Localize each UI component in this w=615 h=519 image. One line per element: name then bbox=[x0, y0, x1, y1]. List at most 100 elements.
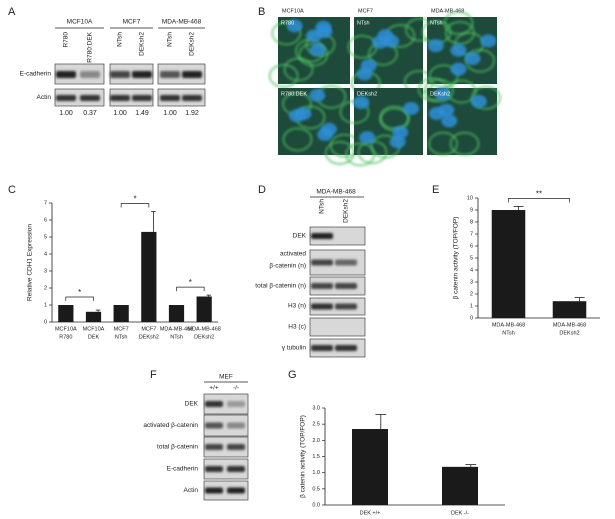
blot-band bbox=[227, 466, 245, 472]
cell-line-label: MCF7 bbox=[123, 19, 141, 26]
cell-membrane bbox=[282, 127, 313, 152]
cell-line-label: MDA-MB-468 bbox=[431, 8, 464, 14]
bar bbox=[85, 311, 102, 322]
x-tick-label: DEKsh2 bbox=[194, 334, 214, 340]
blot-band bbox=[227, 422, 245, 429]
panel-letter: B bbox=[258, 6, 265, 18]
blot-band bbox=[160, 71, 180, 78]
nucleus bbox=[316, 25, 333, 39]
lane-label: R780:DEK bbox=[87, 31, 94, 62]
blot-band bbox=[335, 259, 357, 266]
x-tick-label: MCF7 bbox=[114, 326, 129, 332]
blot-band bbox=[182, 71, 202, 78]
blot-band bbox=[227, 401, 245, 407]
nucleus bbox=[403, 102, 420, 116]
blot-band bbox=[182, 95, 202, 101]
y-tick-label: 0.0 bbox=[312, 502, 320, 508]
blot-box bbox=[203, 480, 249, 501]
blot-box bbox=[203, 458, 249, 480]
y-tick-label: 4 bbox=[44, 251, 47, 257]
nucleus bbox=[353, 95, 370, 109]
bar bbox=[141, 231, 157, 322]
lane-label: DEKsh2 bbox=[139, 32, 146, 56]
blot-band bbox=[132, 71, 152, 78]
axis bbox=[51, 203, 218, 323]
x-tick-label: DEK bbox=[88, 334, 100, 340]
lane-label: DEKsh2 bbox=[189, 32, 196, 56]
row-label: β-catenin (n) bbox=[269, 263, 306, 270]
row-label: H3 (n) bbox=[288, 303, 306, 310]
blot-band bbox=[205, 487, 223, 494]
significance-bracket bbox=[176, 286, 205, 292]
row-label: γ tubulin bbox=[282, 345, 307, 352]
panel-letter: G bbox=[288, 369, 297, 381]
y-tick-label: 1.0 bbox=[312, 470, 320, 476]
blot-box bbox=[157, 63, 206, 85]
x-tick-label: MCF10A bbox=[83, 326, 105, 332]
panel-letter: F bbox=[150, 369, 157, 381]
y-tick-label: 1 bbox=[470, 303, 473, 309]
blot-band bbox=[205, 401, 223, 407]
nucleus bbox=[288, 109, 305, 123]
y-tick-label: 3 bbox=[44, 268, 47, 274]
cell-membrane bbox=[271, 21, 302, 46]
cell-membrane bbox=[283, 57, 314, 82]
x-tick-label: MDA-MB-468 bbox=[160, 326, 193, 332]
y-tick-label: 6 bbox=[44, 217, 47, 223]
y-tick-label: 3 bbox=[470, 279, 473, 285]
x-tick-label: NTsh bbox=[170, 334, 183, 340]
y-axis-label: β catenin activity (TOP/FOP) bbox=[300, 415, 307, 498]
blot-box bbox=[309, 226, 366, 246]
blot-band bbox=[227, 487, 245, 494]
blot-box bbox=[203, 393, 249, 415]
quantification: 1.00 bbox=[163, 110, 177, 117]
significance-label: * bbox=[133, 195, 136, 204]
x-tick-label: MCF7 bbox=[141, 326, 156, 332]
y-tick-label: 0 bbox=[470, 315, 473, 321]
x-tick-label: MDA-MB-468 bbox=[553, 322, 586, 328]
cell-line-label: MEF bbox=[219, 374, 233, 381]
y-tick-label: 7 bbox=[44, 200, 47, 206]
tile-label: DEKsh2 bbox=[430, 91, 450, 97]
row-label: Actin bbox=[184, 487, 199, 494]
quantification: 1.00 bbox=[59, 110, 73, 117]
y-tick-label: 2.0 bbox=[312, 438, 320, 444]
nucleus bbox=[372, 35, 389, 49]
y-tick-label: 7 bbox=[470, 231, 473, 237]
row-label: DEK bbox=[185, 401, 199, 408]
y-tick-label: 10 bbox=[467, 195, 473, 201]
nucleus bbox=[434, 87, 451, 101]
row-label: activated bbox=[280, 251, 306, 258]
row-label: total β-catenin (n) bbox=[255, 283, 306, 290]
lane-label: NTsh bbox=[319, 199, 326, 214]
row-label: E-cadherin bbox=[20, 71, 52, 78]
quantification: 0.37 bbox=[83, 110, 97, 117]
bar bbox=[491, 210, 526, 318]
lane-label: +/+ bbox=[209, 385, 219, 392]
x-tick-label: NTsh bbox=[115, 334, 128, 340]
blot-band bbox=[56, 71, 76, 78]
blot-band bbox=[311, 233, 333, 239]
nucleus bbox=[359, 131, 376, 145]
lane-label: R780 bbox=[63, 32, 70, 48]
y-axis-label: Relative CDH1 Expression bbox=[27, 224, 34, 301]
cell-membrane bbox=[268, 63, 299, 88]
blot-band bbox=[335, 303, 357, 310]
blot-band bbox=[311, 283, 333, 289]
panel-letter: E bbox=[432, 184, 439, 196]
y-tick-label: 9 bbox=[470, 207, 473, 213]
row-label: total β-catenin bbox=[157, 444, 198, 451]
lane-label: -/- bbox=[233, 385, 239, 392]
panel-letter: C bbox=[8, 184, 16, 196]
significance-label: * bbox=[78, 288, 81, 297]
nucleus bbox=[309, 43, 326, 57]
y-tick-label: 0 bbox=[44, 319, 47, 325]
y-tick-label: 3.0 bbox=[312, 405, 320, 411]
panel-letter: A bbox=[8, 6, 16, 18]
x-tick-label: DEK -/- bbox=[451, 510, 469, 516]
x-tick-label: DEKsh2 bbox=[559, 330, 579, 336]
bar bbox=[58, 305, 74, 322]
blot-box bbox=[54, 63, 105, 85]
blot-band bbox=[132, 95, 152, 101]
cell-membrane bbox=[449, 131, 480, 156]
